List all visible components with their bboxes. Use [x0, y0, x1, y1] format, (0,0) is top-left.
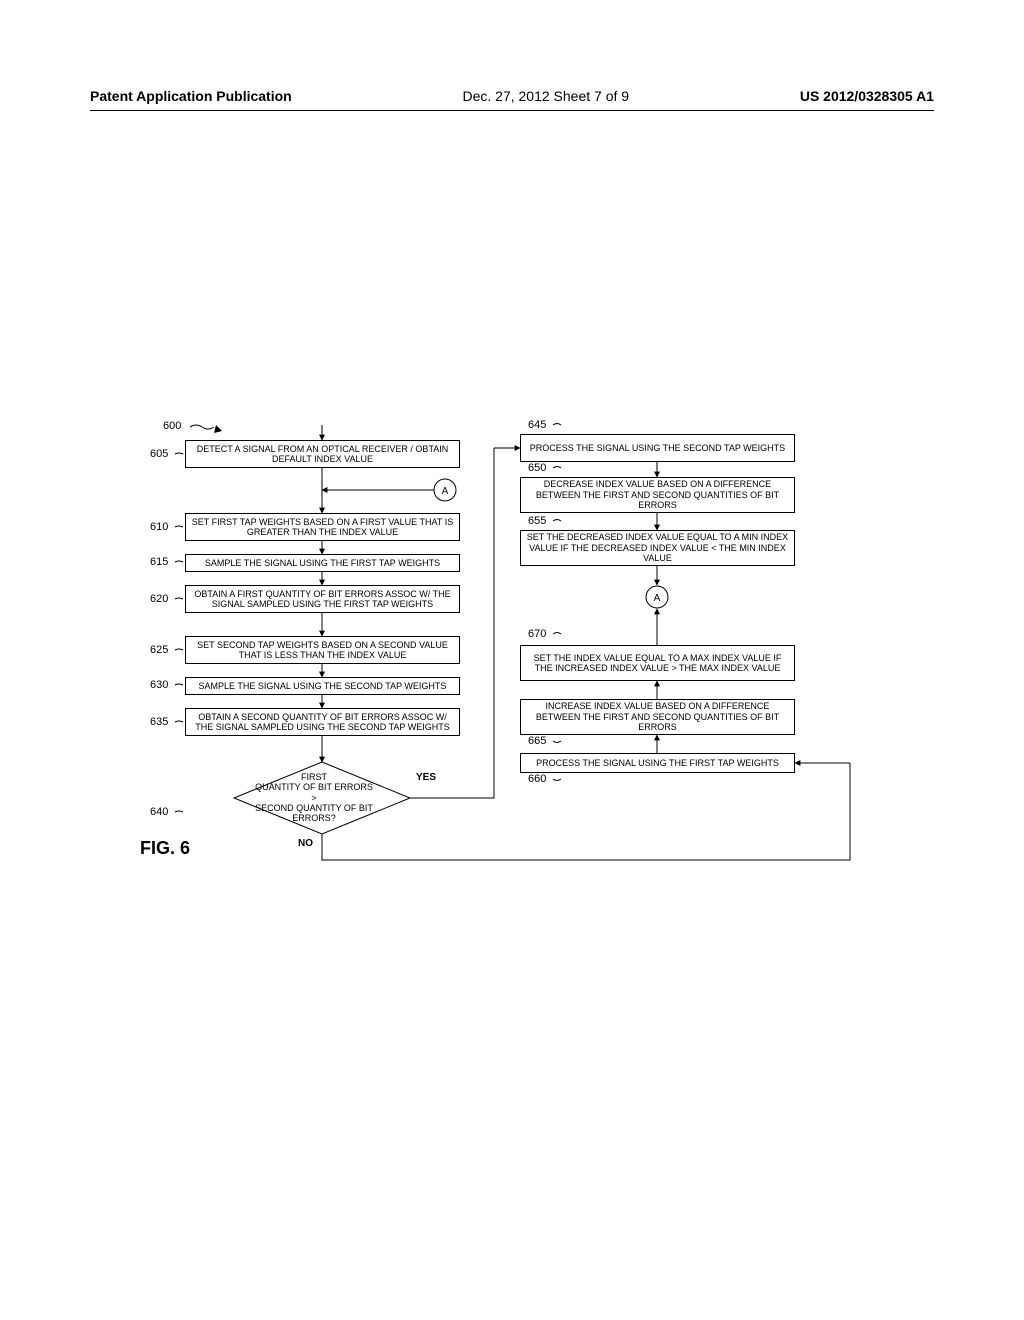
flowchart-diagram: 600 DETECT A SIGNAL FROM AN OPTICAL RECE…	[0, 0, 1024, 1320]
connector-a-left: A	[442, 486, 449, 497]
connector-a-right: A	[654, 593, 661, 604]
flowchart-arrows: A A	[0, 0, 1024, 1320]
